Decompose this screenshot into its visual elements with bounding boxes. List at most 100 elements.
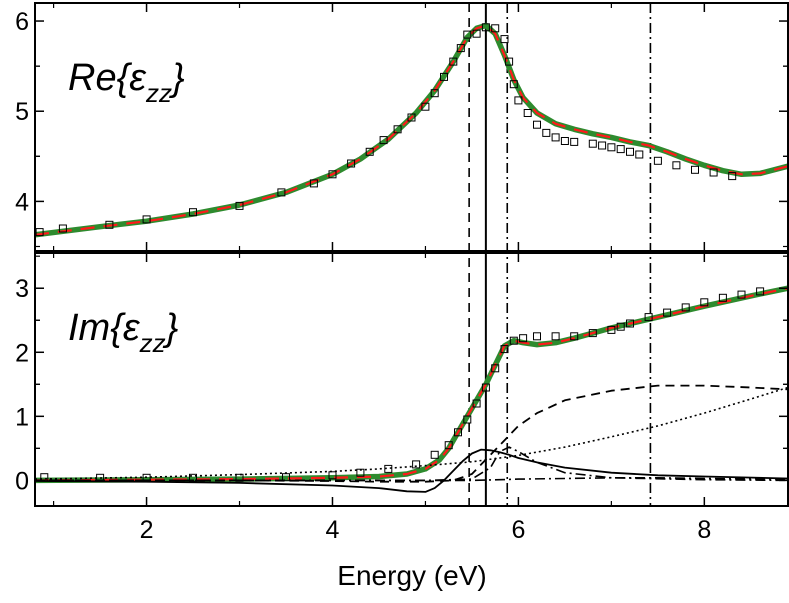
re-panel (35, 22, 788, 238)
re-data-point (709, 168, 718, 177)
im-data-point (644, 313, 653, 322)
im-series-line-solid-black (35, 448, 788, 493)
im-series-line-dashdot-black (35, 477, 788, 482)
re-data-point (570, 137, 579, 146)
re-data-point (309, 179, 318, 188)
im-label-sub: zz (139, 328, 166, 358)
re-series-line-fit-green (35, 22, 788, 238)
re-data-point (509, 80, 518, 89)
re-data-point (598, 141, 607, 150)
re-data-point (514, 96, 523, 105)
re-data-point (235, 201, 244, 210)
re-data-point (551, 133, 560, 142)
re-data-point (472, 29, 481, 38)
re-data-point (653, 156, 662, 165)
im-panel-label: Im{εzz} (68, 307, 179, 358)
im-data-point (472, 399, 481, 408)
im-label-symbol: ε (123, 307, 141, 349)
im-data-point (519, 334, 528, 343)
re-data-point (523, 109, 532, 117)
re-data-point (672, 161, 681, 170)
im-data-point (756, 287, 765, 296)
im-data-point (663, 308, 672, 317)
re-y-tick-label: 4 (15, 188, 29, 216)
re-data-point (560, 137, 569, 145)
x-tick-label: 6 (511, 516, 525, 544)
im-data-point (718, 293, 727, 302)
re-data-point (635, 150, 644, 159)
re-y-tick-label: 5 (15, 98, 29, 126)
im-data-point (454, 428, 462, 437)
re-data-point (449, 57, 458, 66)
re-data-point (691, 165, 699, 174)
re-data-point (626, 147, 634, 156)
re-label-main: Re{ (68, 57, 133, 99)
re-data-point (500, 35, 509, 44)
im-label-close: } (163, 307, 179, 349)
im-data-point (500, 345, 509, 354)
re-data-point (365, 147, 374, 156)
im-data-point (626, 319, 634, 328)
im-series-line-fit-red (35, 287, 788, 482)
im-data-point (616, 322, 625, 331)
im-y-tick-label: 2 (15, 339, 29, 367)
im-data-point (509, 336, 518, 345)
im-panel (35, 285, 788, 493)
re-data-point (328, 170, 337, 179)
im-data-point (570, 332, 579, 341)
re-series-line-fit-red (35, 24, 788, 236)
x-tick-label: 2 (140, 516, 154, 544)
re-data-point (463, 30, 472, 39)
re-data-point (277, 188, 286, 197)
im-series-line-dashdot-black (35, 446, 788, 482)
re-data-point (481, 23, 490, 32)
re-data-point (393, 125, 402, 134)
re-data-point (35, 228, 44, 237)
x-tick-label: 8 (697, 516, 711, 544)
re-label-symbol: ε (129, 57, 147, 99)
re-data-point (505, 57, 514, 66)
vertical-lines-layer (468, 3, 652, 506)
im-series-line-dotted-black (35, 386, 788, 480)
re-data-point (347, 159, 356, 168)
im-y-tick-label: 1 (15, 403, 29, 431)
re-data-point (407, 113, 416, 122)
re-data-point (456, 44, 465, 53)
im-data-point (533, 332, 541, 341)
im-data-point (588, 329, 597, 338)
im-data-point (551, 332, 560, 341)
im-y-tick-label: 0 (15, 467, 29, 495)
im-data-point (328, 471, 337, 480)
re-data-point (430, 89, 439, 98)
im-data-point (737, 290, 746, 299)
re-data-point (607, 143, 616, 152)
im-data-point (412, 460, 421, 469)
re-data-point (491, 24, 500, 33)
re-data-point (542, 128, 551, 137)
im-data-point (607, 325, 616, 334)
re-panel-frame (34, 2, 789, 252)
im-series-line-fit-green (35, 285, 788, 484)
re-data-point (533, 120, 541, 129)
im-data-point (444, 441, 453, 450)
re-data-point (616, 145, 625, 154)
re-data-point (142, 215, 151, 224)
im-data-point (491, 364, 500, 373)
re-label-sub: zz (145, 78, 172, 108)
im-y-tick-label: 3 (15, 275, 29, 303)
re-data-point (58, 224, 67, 233)
ticks-layer: 4 5 6 0 1 2 3 2 4 6 8 (15, 3, 788, 544)
x-tick-label: 4 (326, 516, 340, 544)
im-data-point (481, 383, 490, 392)
re-data-point (588, 139, 597, 148)
im-data-point (463, 415, 472, 424)
im-data-point (384, 464, 393, 473)
im-data-point (430, 450, 439, 459)
frame-layer (34, 2, 789, 507)
im-label-main: Im{ (68, 307, 126, 349)
im-data-point (235, 473, 244, 482)
re-data-point (105, 220, 114, 229)
im-data-point (700, 298, 709, 307)
re-data-point (421, 102, 430, 111)
